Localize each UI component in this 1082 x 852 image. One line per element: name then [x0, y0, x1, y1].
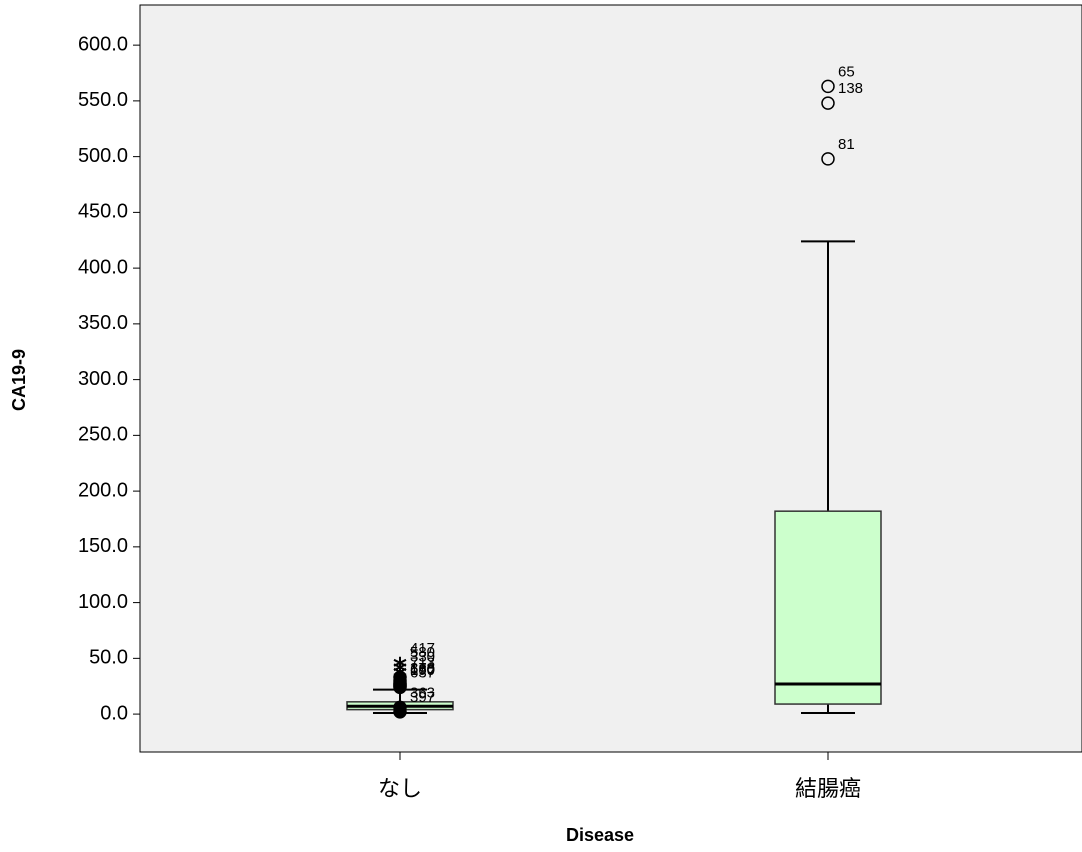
y-tick-label: 50.0	[89, 647, 128, 669]
x-axis-title: Disease	[566, 825, 634, 845]
y-tick-label: 150.0	[78, 535, 128, 557]
outlier-label: 190	[410, 662, 435, 679]
outlier-label: 138	[838, 80, 863, 97]
outlier-label: 330	[410, 649, 435, 666]
x-tick-label: なし	[378, 776, 422, 801]
y-tick-label: 550.0	[78, 89, 128, 111]
y-tick-label: 250.0	[78, 424, 128, 446]
outlier-label: 637	[410, 664, 435, 681]
y-tick-label: 450.0	[78, 201, 128, 223]
outlier-point	[821, 79, 835, 94]
y-tick-label: 350.0	[78, 312, 128, 334]
y-tick-label: 100.0	[78, 591, 128, 613]
outlier-label: 580	[410, 644, 435, 661]
plot-area	[139, 4, 1082, 753]
y-axis-title: CA19-9	[9, 349, 29, 411]
box	[774, 510, 882, 705]
outlier-label: 363	[410, 684, 435, 701]
outlier-label: 417	[410, 640, 435, 657]
outlier-point	[821, 152, 835, 166]
y-tick-label: 300.0	[78, 368, 128, 390]
outlier-point	[821, 96, 835, 110]
y-tick-label: 600.0	[78, 33, 128, 55]
outlier-label: 713	[410, 654, 435, 671]
y-tick-label: 0.0	[100, 702, 128, 724]
outlier-label: 378	[410, 660, 435, 677]
outlier-label: 680	[410, 661, 435, 678]
y-tick-label: 400.0	[78, 256, 128, 278]
outlier-label: 397	[410, 689, 435, 706]
y-tick-label: 500.0	[78, 145, 128, 167]
outlier-point	[393, 680, 407, 695]
y-tick-label: 200.0	[78, 479, 128, 501]
outlier-point	[393, 705, 407, 719]
outlier-label: 81	[838, 136, 855, 153]
x-tick-label: 結腸癌	[795, 776, 861, 801]
outlier-label: 65	[838, 63, 855, 80]
